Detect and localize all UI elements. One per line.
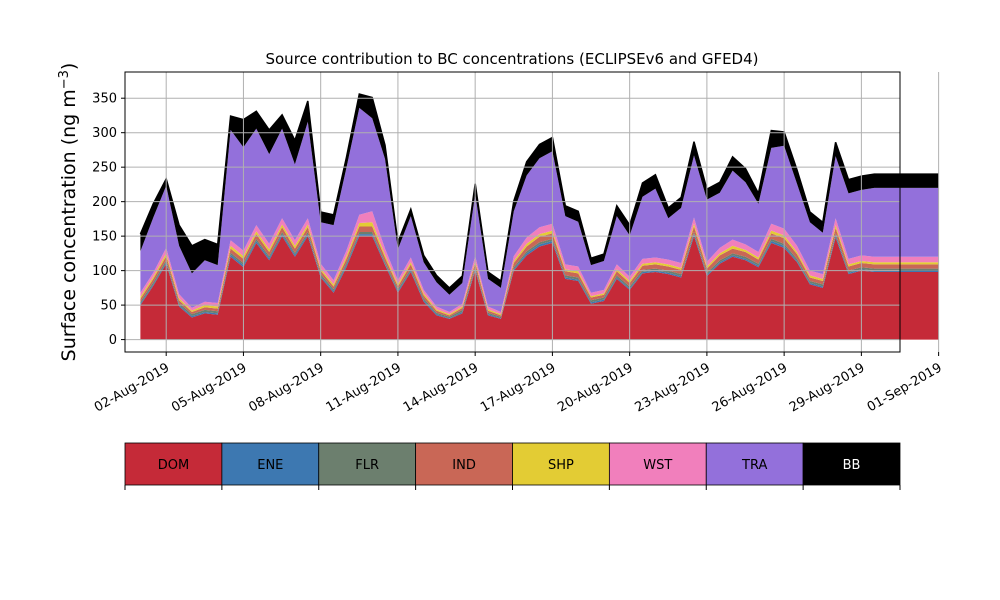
legend-swatch-flr	[318, 442, 417, 486]
x-tick-label: 20-Aug-2019	[555, 360, 635, 415]
y-tick-label: 150	[92, 230, 117, 245]
legend-label-tra: TRA	[741, 458, 767, 473]
y-tick-label: 0	[109, 333, 117, 348]
legend-label-dom: DOM	[158, 458, 189, 473]
legend-swatch-wst	[608, 442, 707, 486]
x-tick-label: 29-Aug-2019	[787, 360, 867, 415]
legend-swatch-dom	[124, 442, 223, 486]
x-tick-label: 08-Aug-2019	[246, 360, 326, 415]
plot-area: 0 50 100 150 200 250 300 350 02-Aug-201905-Aug-2…	[92, 71, 945, 416]
y-tick-label: 100	[92, 264, 117, 279]
legend-swatch-shp	[512, 442, 610, 486]
area-wst	[140, 211, 939, 315]
x-tick-label: 02-Aug-2019	[92, 360, 172, 415]
y-axis-label-main: Surface concentration (ng m	[58, 89, 80, 361]
legend-label-wst: WST	[643, 458, 672, 473]
x-tick-label: 26-Aug-2019	[710, 360, 790, 415]
y-axis-label: Surface concentration (ng m−3)	[57, 63, 80, 362]
x-tick-label: 23-Aug-2019	[633, 360, 713, 415]
legend: DOM ENE FLR IND SHP WST TRA BB	[124, 442, 901, 490]
x-tick-label: 05-Aug-2019	[169, 360, 249, 415]
legend-swatch-bb	[802, 442, 901, 486]
y-axis-label-close: )	[58, 63, 80, 70]
chart-title: Source contribution to BC concentrations…	[265, 50, 758, 68]
y-tick-label: 300	[92, 126, 117, 141]
plot-frame	[124, 71, 901, 353]
legend-label-flr: FLR	[355, 458, 379, 473]
legend-swatch-tra	[705, 442, 804, 486]
x-tick-label: 01-Sep-2019	[865, 360, 945, 415]
legend-label-shp: SHP	[548, 458, 574, 473]
x-tick-label: 17-Aug-2019	[478, 360, 558, 415]
area-dom	[140, 236, 939, 340]
legend-label-ind: IND	[452, 458, 476, 473]
legend-swatch-ind	[415, 442, 513, 486]
total-line	[139, 93, 939, 289]
y-tick-label: 250	[92, 161, 117, 176]
y-tick-label: 200	[92, 195, 117, 210]
x-tick-label: 14-Aug-2019	[401, 360, 481, 415]
y-tick-label: 350	[92, 92, 117, 107]
y-axis-label-sup: −3	[57, 70, 72, 89]
legend-label-bb: BB	[843, 458, 861, 473]
area-tra	[140, 107, 939, 313]
y-tick-label: 50	[100, 299, 117, 314]
legend-label-ene: ENE	[257, 458, 283, 473]
x-tick-label: 11-Aug-2019	[324, 360, 404, 415]
